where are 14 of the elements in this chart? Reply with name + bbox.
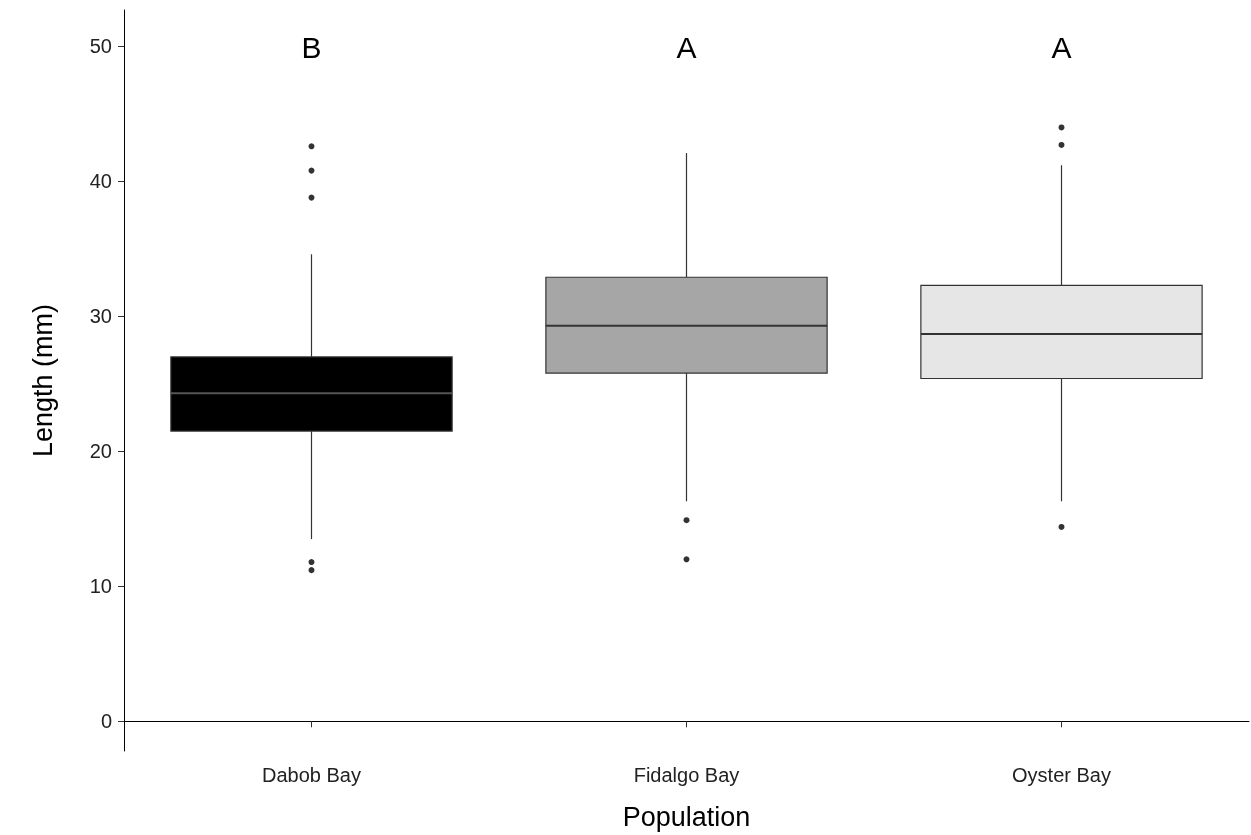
y-tick-label: 30 [89, 305, 112, 328]
annotation: A [1051, 30, 1072, 64]
y-tick-label: 40 [89, 170, 112, 193]
x-tick-label: Fidalgo Bay [633, 764, 740, 786]
annotation: B [301, 30, 322, 64]
y-tick-label: 50 [89, 35, 112, 58]
x-tick-label: Oyster Bay [1012, 764, 1111, 786]
x-axis-title: Population [622, 801, 751, 832]
x-tick-label: Dabob Bay [262, 764, 361, 786]
annotation: A [676, 30, 697, 64]
y-axis-title: Length (mm) [27, 303, 58, 458]
y-tick-label: 0 [100, 710, 112, 733]
y-tick-label: 10 [89, 575, 112, 598]
y-tick-label: 20 [89, 440, 112, 463]
